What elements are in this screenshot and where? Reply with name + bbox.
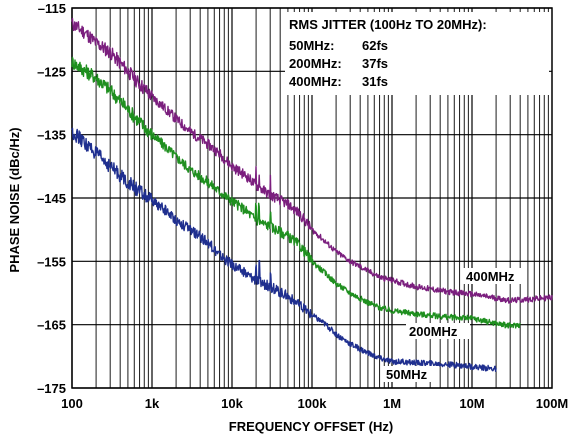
annotation-row-400mhz-jitter: 31fs: [362, 74, 388, 89]
series-label-bg-400mhz: [463, 268, 527, 284]
series-line-200mhz: [71, 56, 521, 329]
x-tick-label: 100M: [536, 396, 569, 411]
annotation-row-200mhz-freq: 200MHz:: [289, 56, 342, 71]
y-tick-label: –175: [37, 381, 66, 396]
series-line-400mhz: [71, 17, 553, 304]
annotation-row-400mhz-freq: 400MHz:: [289, 74, 342, 89]
y-tick-label: –115: [38, 1, 66, 16]
x-tick-label: 1M: [383, 396, 401, 411]
jitter-annotation: RMS JITTER (100Hz TO 20MHz): 50MHz: 62fs…: [285, 12, 549, 95]
series-label-200mhz: 200MHz: [409, 324, 458, 339]
series-layer: [71, 17, 553, 372]
y-axis-title: PHASE NOISE (dBc/Hz): [7, 127, 22, 272]
series-labels: 400MHz 200MHz 50MHz: [383, 268, 527, 382]
series-label-bg-50mhz: [383, 366, 439, 382]
annotation-row-50mhz-jitter: 62fs: [362, 38, 388, 53]
tick-labels: 100 1k 10k 100k 1M 10M 100M –115 –125 –135 –145 –15…: [37, 1, 568, 411]
y-tick-label: –145: [37, 191, 66, 206]
series-line-50mhz: [71, 127, 497, 372]
x-tick-label: 100k: [298, 396, 328, 411]
x-tick-label: 10M: [459, 396, 484, 411]
annotation-title: RMS JITTER (100Hz TO 20MHz):: [289, 17, 487, 32]
y-tick-label: –125: [37, 64, 66, 79]
annotation-background: [285, 12, 549, 95]
y-tick-label: –165: [37, 318, 66, 333]
x-tick-label: 100: [61, 396, 83, 411]
series-label-400mhz: 400MHz: [466, 269, 515, 284]
annotation-row-50mhz-freq: 50MHz:: [289, 38, 335, 53]
series-label-bg-200mhz: [406, 323, 470, 339]
annotation-row-200mhz-jitter: 37fs: [362, 56, 388, 71]
plot-frame: [71, 7, 553, 389]
series-label-50mhz: 50MHz: [386, 367, 428, 382]
x-axis-title: FREQUENCY OFFSET (Hz): [229, 419, 393, 434]
y-tick-label: –135: [37, 128, 66, 143]
x-tick-label: 1k: [145, 396, 160, 411]
x-tick-label: 10k: [221, 396, 243, 411]
y-tick-label: –155: [37, 254, 66, 269]
